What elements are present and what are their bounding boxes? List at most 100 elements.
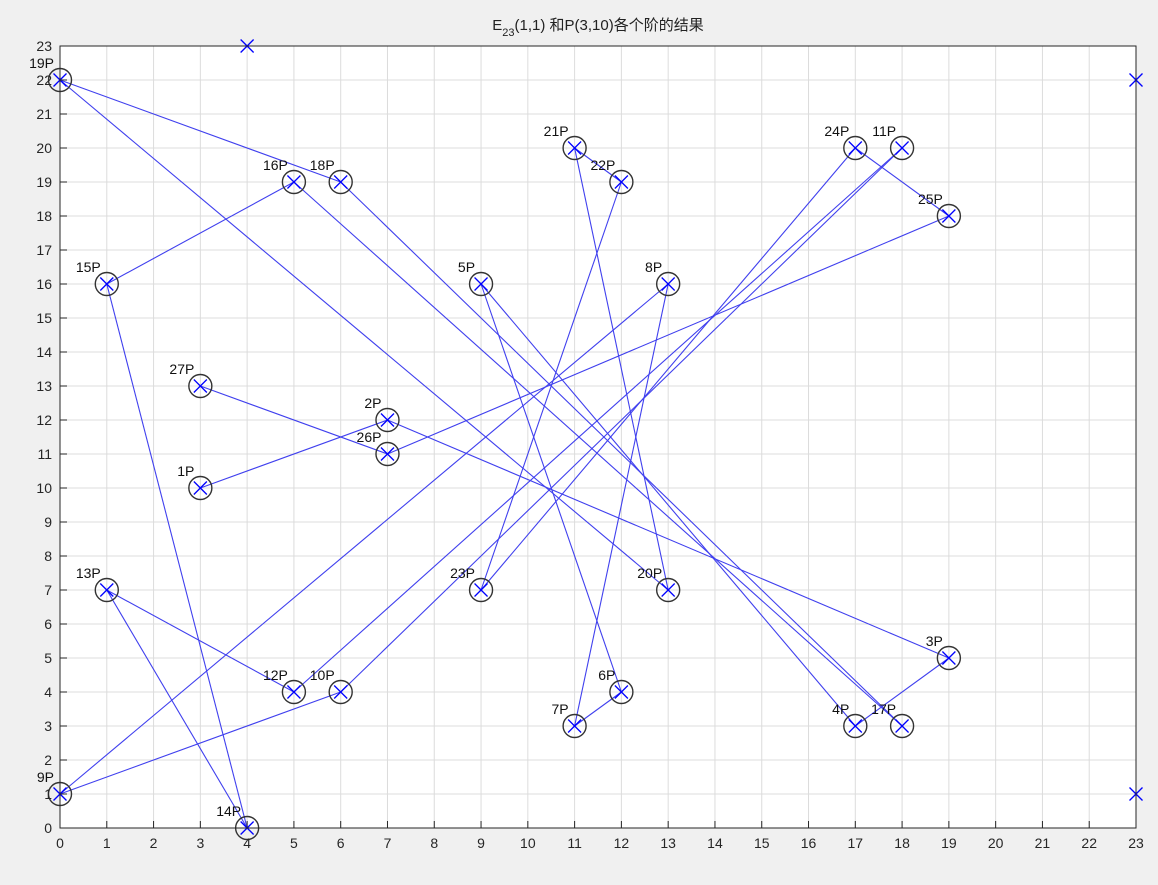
multiple-labels: 1P 2P 3P 4P 5P 6P 7P 8P 9P 10P 11P 12P 13P 14P 15P 16P 1… bbox=[29, 55, 943, 819]
multiple-circle bbox=[468, 271, 494, 297]
curve-point-marker bbox=[333, 175, 348, 189]
x-tick-label: 12 bbox=[614, 835, 630, 851]
multiple-label: 23P bbox=[450, 565, 475, 581]
connection-line bbox=[480, 283, 856, 727]
y-tick-label: 10 bbox=[36, 480, 52, 496]
multiple-circle bbox=[281, 679, 307, 705]
y-tick-label: 1 bbox=[44, 786, 52, 802]
curve-point-marker bbox=[614, 175, 629, 189]
connection-line bbox=[480, 147, 856, 591]
title-rest: (1,1) 和P(3,10)各个阶的结果 bbox=[515, 17, 704, 34]
x-tick-label: 22 bbox=[1081, 835, 1097, 851]
y-tick-label: 16 bbox=[36, 276, 52, 292]
x-tick-label: 11 bbox=[567, 835, 582, 851]
connection-line bbox=[106, 589, 248, 829]
curve-point-marker bbox=[567, 141, 582, 155]
connection-line bbox=[574, 691, 622, 727]
curve-point-marker bbox=[474, 583, 489, 597]
multiple-label: 13P bbox=[76, 565, 101, 581]
multiple-label: 6P bbox=[598, 667, 615, 683]
multiple-circle bbox=[281, 169, 307, 195]
connection-line bbox=[200, 385, 388, 455]
x-tick-label: 7 bbox=[384, 835, 392, 851]
multiple-circle bbox=[936, 645, 962, 671]
x-tick-label: 13 bbox=[660, 835, 676, 851]
multiple-label: 21P bbox=[544, 123, 569, 139]
x-tick-label: 18 bbox=[894, 835, 910, 851]
multiple-label: 24P bbox=[824, 123, 849, 139]
multiple-circle bbox=[936, 203, 962, 229]
multiple-label: 7P bbox=[551, 701, 568, 717]
curve-point-marker bbox=[474, 277, 489, 291]
multiple-label: 18P bbox=[310, 157, 335, 173]
multiple-label: 5P bbox=[458, 259, 475, 275]
multiple-label: 27P bbox=[169, 361, 194, 377]
curve-point-marker bbox=[99, 277, 114, 291]
connection-line bbox=[293, 181, 903, 727]
y-tick-label: 19 bbox=[36, 174, 52, 190]
connection-line bbox=[106, 181, 295, 285]
title-subscript: 23 bbox=[502, 27, 514, 39]
curve-point-marker bbox=[99, 583, 114, 597]
connection-line bbox=[59, 691, 341, 795]
multiple-label: 20P bbox=[637, 565, 662, 581]
axes-box bbox=[59, 45, 1137, 829]
multiple-circle bbox=[609, 169, 634, 195]
multiple-label: 16P bbox=[263, 157, 288, 173]
y-tick-label: 15 bbox=[36, 310, 52, 326]
curve-point-marker bbox=[380, 447, 395, 461]
multiple-label: 1P bbox=[177, 463, 194, 479]
axes-background bbox=[60, 46, 1136, 828]
curve-point-marker bbox=[193, 481, 208, 495]
multiple-circle bbox=[188, 373, 213, 399]
multiple-circle bbox=[655, 577, 681, 603]
multiple-circle bbox=[328, 679, 353, 705]
multiple-label: 8P bbox=[645, 259, 662, 275]
y-tick-label: 20 bbox=[36, 140, 52, 156]
curve-point-marker bbox=[286, 175, 301, 189]
x-tick-label: 6 bbox=[337, 835, 345, 851]
connection-line bbox=[854, 147, 950, 217]
x-tick-label: 20 bbox=[988, 835, 1004, 851]
multiple-circle bbox=[889, 135, 915, 161]
multiple-circle bbox=[94, 577, 119, 603]
multiple-circle bbox=[375, 441, 400, 467]
x-tick-label: 3 bbox=[196, 835, 204, 851]
x-tick-label: 14 bbox=[707, 835, 723, 851]
curve-point-marker bbox=[567, 719, 582, 733]
multiple-circle bbox=[468, 577, 494, 603]
y-tick-label: 2 bbox=[44, 752, 52, 768]
x-tick-label: 0 bbox=[56, 835, 64, 851]
connection-line bbox=[574, 283, 669, 727]
multiple-label: 22P bbox=[590, 157, 615, 173]
x-tick-label: 9 bbox=[477, 835, 485, 851]
multiple-label: 12P bbox=[263, 667, 288, 683]
connection-line bbox=[854, 657, 950, 727]
x-tick-label: 21 bbox=[1035, 835, 1051, 851]
curve-point-marker bbox=[661, 277, 676, 291]
connection-lines bbox=[59, 79, 950, 829]
multiple-circle bbox=[843, 713, 868, 739]
y-tick-label: 9 bbox=[44, 514, 52, 530]
connection-line bbox=[293, 147, 903, 693]
y-tick-label: 11 bbox=[37, 446, 52, 462]
x-tick-label: 15 bbox=[754, 835, 770, 851]
x-tick-label: 8 bbox=[430, 835, 438, 851]
multiple-circle bbox=[843, 135, 868, 161]
curve-point-marker bbox=[333, 685, 348, 699]
curve-point-marker bbox=[941, 651, 956, 665]
x-tick-label: 16 bbox=[801, 835, 817, 851]
x-tick-label: 23 bbox=[1128, 835, 1144, 851]
x-tick-label: 4 bbox=[243, 835, 251, 851]
y-tick-label: 8 bbox=[44, 548, 52, 564]
x-tick-label: 19 bbox=[941, 835, 957, 851]
multiple-label: 17P bbox=[871, 701, 896, 717]
connection-line bbox=[387, 215, 950, 455]
curve-point-marker bbox=[941, 209, 956, 223]
connection-line bbox=[574, 147, 622, 183]
connection-line bbox=[106, 589, 295, 693]
x-tick-label: 10 bbox=[520, 835, 536, 851]
multiple-label: 3P bbox=[926, 633, 943, 649]
